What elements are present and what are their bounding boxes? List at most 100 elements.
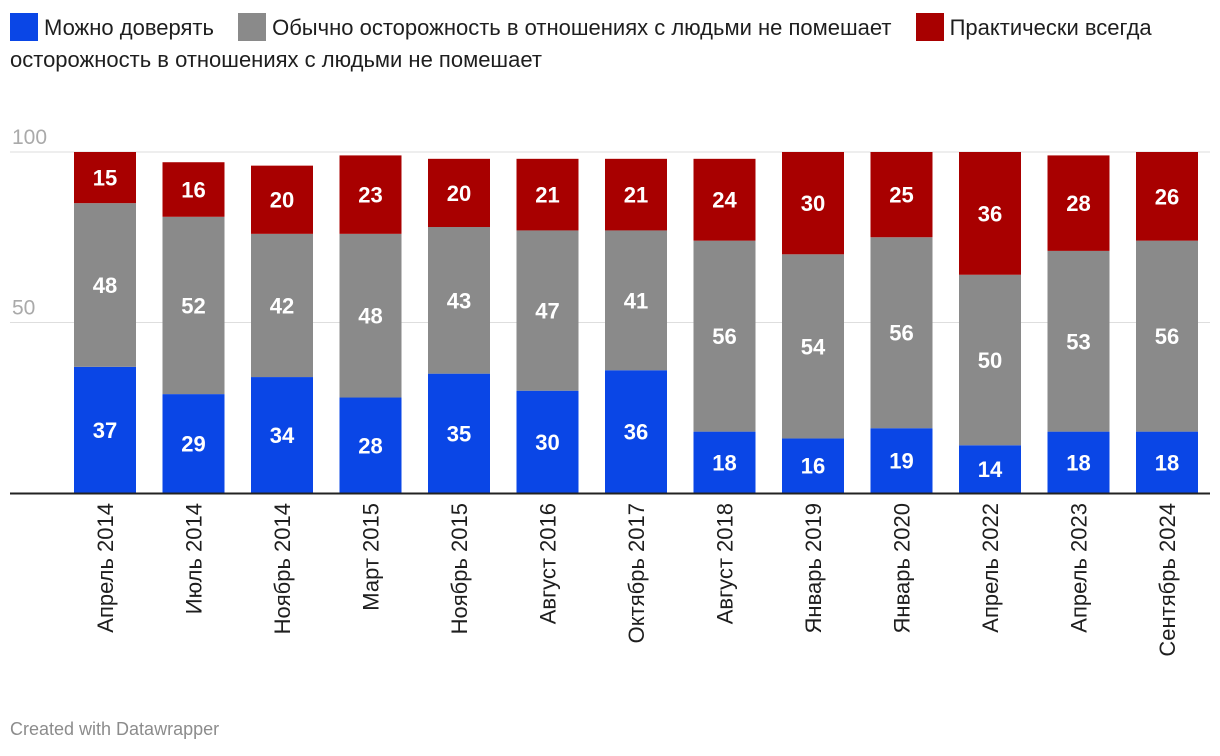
data-label-s2-c2: 20 xyxy=(270,188,294,213)
x-tick-label-4: Ноябрь 2015 xyxy=(447,503,472,634)
x-tick-label-7: Август 2018 xyxy=(713,503,738,624)
data-label-s0-c0: 37 xyxy=(93,418,117,443)
bar-segment-s2-c9 xyxy=(870,152,933,238)
legend-label-always-careful: Практически всегда осторожность в отноше… xyxy=(10,15,1152,72)
x-tick-label-12: Сентябрь 2024 xyxy=(1155,503,1180,657)
x-tick-label-3: Март 2015 xyxy=(359,503,384,611)
bar-segment-s1-c3 xyxy=(339,233,402,398)
bar-segment-s2-c5 xyxy=(516,158,579,231)
data-label-s2-c10: 36 xyxy=(978,201,1002,226)
legend-label-usually-careful: Обычно осторожность в отношениях с людьм… xyxy=(272,15,892,40)
data-label-s1-c1: 52 xyxy=(181,293,205,318)
data-label-s1-c10: 50 xyxy=(978,348,1002,373)
data-label-s1-c0: 48 xyxy=(93,273,117,298)
bar-segment-s2-c0 xyxy=(74,152,136,204)
data-label-s0-c9: 19 xyxy=(889,449,913,474)
bar-segment-s0-c3 xyxy=(339,397,402,493)
data-label-s1-c2: 42 xyxy=(270,293,294,318)
data-label-s1-c8: 54 xyxy=(801,334,826,359)
data-label-s2-c4: 20 xyxy=(447,181,471,206)
bar-segment-s1-c8 xyxy=(782,254,844,439)
bar-segment-s1-c2 xyxy=(251,233,313,378)
data-label-s0-c4: 35 xyxy=(447,421,471,446)
bar-segment-s1-c12 xyxy=(1136,240,1198,432)
data-label-s1-c9: 56 xyxy=(889,321,913,346)
bar-segment-s1-c11 xyxy=(1047,250,1110,432)
data-label-s2-c6: 21 xyxy=(624,183,648,208)
bar-segment-s0-c1 xyxy=(162,394,225,493)
legend-swatch-usually-careful xyxy=(238,13,267,41)
legend-swatch-always-careful xyxy=(915,13,944,41)
data-label-s0-c3: 28 xyxy=(358,433,382,458)
data-label-s2-c5: 21 xyxy=(535,183,559,208)
data-label-s0-c1: 29 xyxy=(181,432,205,457)
bar-segment-s1-c10 xyxy=(959,274,1021,446)
x-tick-label-9: Январь 2020 xyxy=(890,503,915,633)
data-label-s2-c0: 15 xyxy=(93,166,117,191)
bar-segment-s2-c10 xyxy=(959,152,1021,275)
data-label-s2-c11: 28 xyxy=(1066,191,1090,216)
bar-segment-s0-c0 xyxy=(74,366,136,493)
data-label-s1-c5: 47 xyxy=(535,299,559,324)
data-label-s1-c6: 41 xyxy=(624,288,648,313)
data-label-s2-c8: 30 xyxy=(801,191,825,216)
bar-segment-s0-c10 xyxy=(959,445,1021,493)
data-label-s0-c2: 34 xyxy=(270,423,295,448)
bar-segment-s0-c7 xyxy=(693,431,756,493)
x-tick-label-1: Июль 2014 xyxy=(182,503,207,614)
x-tick-label-10: Апрель 2022 xyxy=(978,503,1003,633)
bar-segment-s0-c12 xyxy=(1136,431,1198,493)
x-tick-label-8: Январь 2019 xyxy=(801,503,826,633)
bar-segment-s2-c4 xyxy=(428,158,490,228)
x-tick-label-5: Август 2016 xyxy=(536,503,561,624)
legend-swatch-trust xyxy=(10,13,38,41)
data-label-s0-c8: 16 xyxy=(801,454,825,479)
data-label-s2-c12: 26 xyxy=(1155,184,1179,209)
legend-item-trust: Можно доверять xyxy=(10,13,232,41)
data-label-s1-c12: 56 xyxy=(1155,324,1179,349)
data-label-s0-c12: 18 xyxy=(1155,450,1179,475)
bar-segment-s0-c11 xyxy=(1047,431,1110,493)
chart-legend: Можно доверять Обычно осторожность в отн… xyxy=(10,12,1210,76)
data-label-s0-c6: 36 xyxy=(624,420,648,445)
x-tick-label-6: Октябрь 2017 xyxy=(624,503,649,643)
bar-segment-s2-c6 xyxy=(605,158,667,231)
data-label-s0-c10: 14 xyxy=(978,457,1003,482)
x-tick-label-2: Ноябрь 2014 xyxy=(270,503,295,634)
data-label-s0-c5: 30 xyxy=(535,430,559,455)
bar-segment-s2-c3 xyxy=(339,155,402,234)
bar-segment-s2-c8 xyxy=(782,152,844,255)
y-tick-label-50: 50 xyxy=(12,297,35,320)
legend-item-always-careful: Практически всегда осторожность в отноше… xyxy=(10,13,1152,72)
bar-segment-s2-c1 xyxy=(162,162,225,217)
y-tick-label-100: 100 xyxy=(12,126,47,149)
bar-segment-s0-c8 xyxy=(782,438,844,493)
bar-segment-s2-c7 xyxy=(693,158,756,241)
legend-label-trust: Можно доверять xyxy=(44,15,214,40)
data-label-s2-c1: 16 xyxy=(181,178,205,203)
bar-segment-s0-c5 xyxy=(516,390,579,493)
data-label-s2-c3: 23 xyxy=(358,183,382,208)
bar-segment-s0-c6 xyxy=(605,370,667,493)
bar-segment-s1-c6 xyxy=(605,230,667,371)
bar-segment-s1-c1 xyxy=(162,216,225,395)
data-label-s1-c4: 43 xyxy=(447,288,471,313)
bar-segment-s1-c9 xyxy=(870,237,933,429)
data-label-s2-c7: 24 xyxy=(712,188,737,213)
bar-segment-s0-c4 xyxy=(428,373,490,493)
x-tick-label-11: Апрель 2023 xyxy=(1067,503,1092,633)
legend-item-usually-careful: Обычно осторожность в отношениях с людьм… xyxy=(238,13,909,41)
bar-segment-s0-c2 xyxy=(251,377,313,493)
x-tick-label-0: Апрель 2014 xyxy=(93,503,118,633)
bar-segment-s1-c5 xyxy=(516,230,579,391)
data-label-s1-c11: 53 xyxy=(1066,329,1090,354)
bar-segment-s2-c12 xyxy=(1136,152,1198,241)
bar-segment-s1-c7 xyxy=(693,240,756,432)
bar-segment-s2-c11 xyxy=(1047,155,1110,251)
data-label-s1-c3: 48 xyxy=(358,304,382,329)
data-label-s1-c7: 56 xyxy=(712,324,736,349)
data-label-s2-c9: 25 xyxy=(889,183,913,208)
data-label-s0-c11: 18 xyxy=(1066,450,1090,475)
bar-segment-s2-c2 xyxy=(251,165,313,234)
